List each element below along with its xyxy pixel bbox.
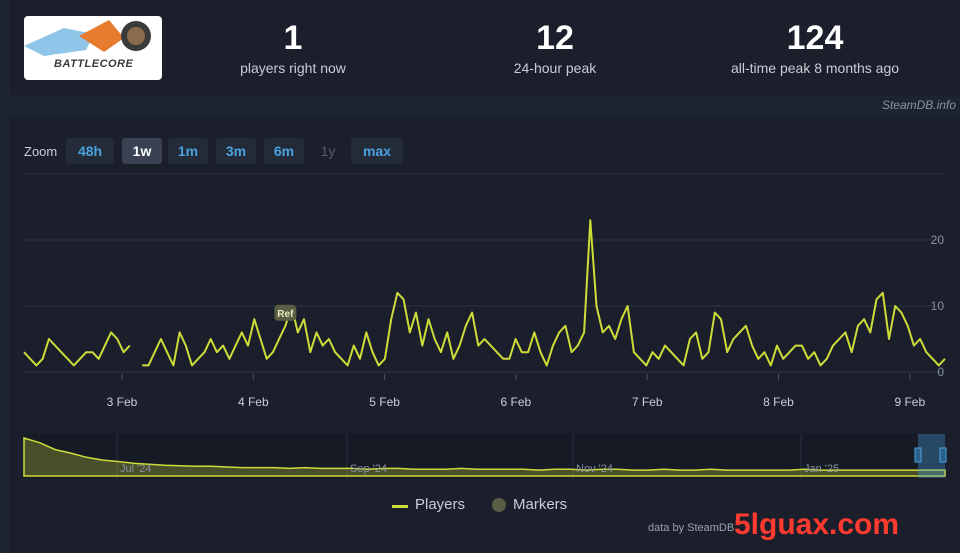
legend-players[interactable]: Players — [392, 496, 465, 513]
header-bar — [10, 0, 960, 95]
y-tick-label: 20 — [931, 233, 945, 247]
ref-marker-label: Ref — [277, 309, 294, 320]
zoom-1w-button[interactable]: 1w — [122, 138, 162, 164]
stat-24h-peak: 12 24-hour peak — [482, 18, 628, 76]
zoom-max-button[interactable]: max — [351, 138, 403, 164]
stat-value: 1 — [283, 19, 303, 57]
x-tick-label: 7 Feb — [632, 395, 663, 409]
players-line-icon — [392, 505, 408, 508]
markers-dot-icon — [492, 498, 506, 512]
source-link[interactable]: SteamDB.info — [881, 98, 956, 112]
players-series-line — [142, 219, 946, 367]
navigator-tick-label: Jan '25 — [804, 463, 839, 475]
players-series-line — [23, 331, 131, 367]
navigator-tick-label: Jul '24 — [120, 463, 151, 475]
chart-panel — [10, 118, 960, 553]
navigator-left-handle — [914, 447, 922, 463]
zoom-1y-button: 1y — [320, 143, 336, 159]
navigator-area — [23, 436, 946, 477]
zoom-6m-button[interactable]: 6m — [264, 138, 304, 164]
x-tick-label: 9 Feb — [894, 395, 925, 409]
x-tick-label: 8 Feb — [763, 395, 794, 409]
x-tick-label: 4 Feb — [238, 395, 269, 409]
data-credit[interactable]: data by SteamDB — [648, 522, 735, 534]
legend-markers-label: Markers — [513, 496, 568, 513]
logo-text: BATTLECORE — [54, 58, 134, 70]
stat-label: all-time peak 8 months ago — [730, 60, 900, 76]
stat-value: 124 — [786, 19, 844, 57]
logo-art-icon — [24, 20, 151, 74]
main-chart: 0 10 20 3 Feb 4 Feb 5 Feb 6 Feb 7 Feb 8 Feb 9 Fe… — [23, 173, 946, 409]
y-tick-label: 0 — [937, 365, 944, 379]
stat-label: 24-hour peak — [513, 60, 597, 76]
navigator-tick-label: Nov '24 — [576, 463, 613, 475]
watermark: 5lguax.com — [734, 508, 900, 541]
navigator-chart[interactable]: Jul '24 Sep '24 Nov '24 Jan '25 — [0, 430, 960, 490]
zoom-3m-button[interactable]: 3m — [216, 138, 256, 164]
game-logo: BATTLECORE — [24, 16, 162, 80]
legend-players-label: Players — [415, 496, 466, 513]
zoom-1m-button[interactable]: 1m — [168, 138, 208, 164]
stat-all-time-peak: 124 all-time peak 8 months ago — [705, 18, 925, 76]
navigator-right-handle — [939, 447, 947, 463]
zoom-label: Zoom — [24, 144, 58, 159]
x-tick-label: 3 Feb — [107, 395, 138, 409]
x-tick-label: 5 Feb — [369, 395, 400, 409]
ref-marker-badge — [274, 304, 297, 321]
y-tick-label: 10 — [931, 299, 945, 313]
stat-players-now: 1 players right now — [220, 18, 366, 76]
navigator-tick-label: Sep '24 — [350, 463, 387, 475]
zoom-48h-button[interactable]: 48h — [66, 138, 114, 164]
stat-value: 12 — [536, 19, 574, 57]
legend-markers[interactable]: Markers — [492, 496, 567, 513]
x-tick-label: 6 Feb — [501, 395, 532, 409]
stat-label: players right now — [240, 60, 346, 76]
